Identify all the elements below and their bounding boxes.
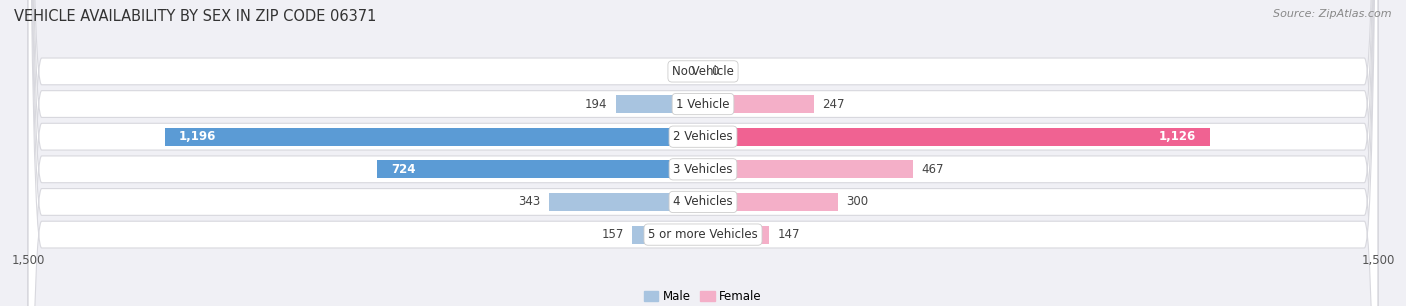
Bar: [703, 226, 769, 244]
FancyBboxPatch shape: [28, 0, 1378, 306]
Text: 4 Vehicles: 4 Vehicles: [673, 196, 733, 208]
Text: 1,196: 1,196: [179, 130, 215, 143]
Legend: Male, Female: Male, Female: [640, 285, 766, 306]
Text: 0: 0: [688, 65, 695, 78]
Text: 1 Vehicle: 1 Vehicle: [676, 98, 730, 110]
Text: VEHICLE AVAILABILITY BY SEX IN ZIP CODE 06371: VEHICLE AVAILABILITY BY SEX IN ZIP CODE …: [14, 9, 377, 24]
Bar: [703, 193, 838, 211]
Text: 247: 247: [823, 98, 845, 110]
Text: 194: 194: [585, 98, 607, 110]
Text: 300: 300: [846, 196, 868, 208]
Text: 1,126: 1,126: [1159, 130, 1197, 143]
Bar: [548, 193, 703, 211]
Text: 147: 147: [778, 228, 800, 241]
FancyBboxPatch shape: [28, 0, 1378, 306]
Text: 3 Vehicles: 3 Vehicles: [673, 163, 733, 176]
FancyBboxPatch shape: [28, 0, 1378, 306]
Text: 467: 467: [921, 163, 943, 176]
Bar: [703, 95, 814, 113]
Bar: [703, 128, 1209, 146]
Text: 724: 724: [391, 163, 415, 176]
Text: 2 Vehicles: 2 Vehicles: [673, 130, 733, 143]
FancyBboxPatch shape: [28, 0, 1378, 306]
Bar: [377, 160, 703, 178]
FancyBboxPatch shape: [28, 0, 1378, 306]
Bar: [633, 226, 703, 244]
Text: 5 or more Vehicles: 5 or more Vehicles: [648, 228, 758, 241]
FancyBboxPatch shape: [28, 0, 1378, 306]
Bar: [616, 95, 703, 113]
Bar: [703, 160, 912, 178]
Text: No Vehicle: No Vehicle: [672, 65, 734, 78]
Text: 0: 0: [711, 65, 718, 78]
Text: Source: ZipAtlas.com: Source: ZipAtlas.com: [1274, 9, 1392, 19]
Bar: [165, 128, 703, 146]
Text: 343: 343: [519, 196, 540, 208]
Text: 157: 157: [602, 228, 624, 241]
